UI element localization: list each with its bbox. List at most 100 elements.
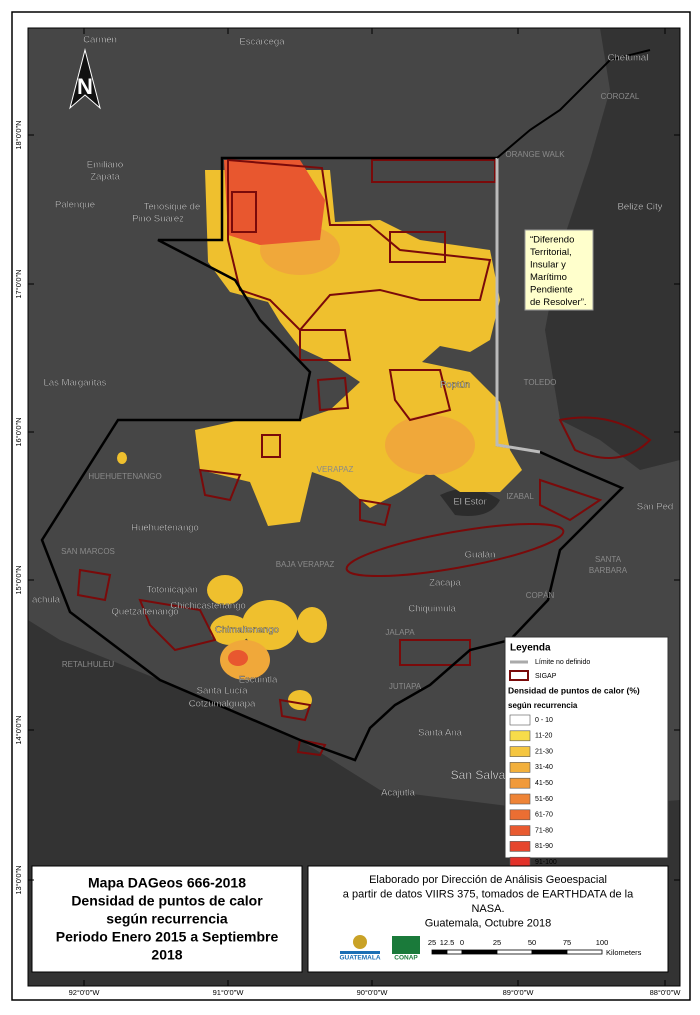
scale-label: 0 — [460, 938, 464, 947]
place-label: Pino Suarez — [132, 214, 184, 225]
longitude-label: 89°0'0"W — [503, 988, 535, 997]
logo-guatemala — [340, 935, 380, 954]
credits-text: a partir de datos VIIRS 375, tomados de … — [343, 888, 634, 900]
place-label: BARBARA — [589, 566, 628, 575]
heat-red — [224, 160, 325, 245]
undefined-boundary — [495, 158, 541, 454]
scale-label: 25 — [428, 938, 436, 947]
place-label: Escárcega — [240, 37, 286, 48]
legend-class-label: 11-20 — [535, 733, 552, 740]
legend-class-swatch — [509, 746, 531, 757]
legend-class-label: 41-50 — [535, 780, 553, 787]
mexico-belize-border — [496, 49, 651, 159]
scale-segment — [446, 949, 463, 955]
legend-class-label: 0 - 10 — [535, 717, 553, 724]
longitude-label: 90°0'0"W — [357, 988, 389, 997]
heat-orange — [385, 415, 475, 475]
guatemala-border — [40, 156, 625, 762]
place-label: Belize City — [618, 202, 663, 213]
caribbean-sea — [545, 28, 680, 470]
annotation-text: de Resolver”. — [530, 297, 587, 308]
place-label: San Ped — [637, 502, 673, 513]
place-label: Huehuetenango — [131, 523, 199, 534]
place-label: Escuintla — [239, 675, 278, 686]
legend-class-label: 71-80 — [535, 827, 553, 834]
legend-density-subtitle: según recurrencia — [508, 701, 578, 710]
place-label: Chetumal — [608, 53, 649, 64]
place-label: Acajutla — [381, 788, 416, 799]
place-label: Quetzaltenango — [111, 607, 178, 618]
map-title: 2018 — [151, 947, 182, 963]
heat-red — [228, 650, 248, 666]
map-title: Mapa DAGeos 666-2018 — [88, 875, 246, 891]
annotation-box — [524, 229, 594, 311]
map-title: Densidad de puntos de calor — [71, 893, 263, 909]
annotation-text: “Diferendo — [530, 235, 574, 246]
place-label: COROZAL — [601, 92, 640, 101]
place-label: IZABAL — [506, 492, 534, 501]
legend-class-swatch — [509, 714, 531, 726]
legend-title: Leyenda — [510, 643, 551, 654]
place-label: Chichicastenango — [170, 601, 246, 612]
place-label: TOLEDO — [524, 378, 557, 387]
heat-yellow — [242, 600, 298, 650]
place-label: Emiliano — [87, 160, 123, 171]
scale-segment — [461, 949, 498, 955]
longitude-label: 91°0'0"W — [213, 988, 245, 997]
place-label: Zacapa — [429, 578, 461, 589]
scale-label: 12.5 — [440, 938, 455, 947]
place-label: BAJA VERAPAZ — [276, 560, 335, 569]
legend-boundary-label: Límite no definido — [535, 659, 590, 666]
longitude-label: 92°0'0"W — [69, 988, 101, 997]
place-label: Poptún — [440, 380, 470, 391]
heat-yellow — [297, 607, 327, 643]
legend-class-label: 61-70 — [535, 812, 553, 819]
credits-text: Elaborado por Dirección de Análisis Geoe… — [369, 874, 607, 886]
scale-label: 75 — [563, 938, 571, 947]
place-label: El Estor — [453, 497, 486, 508]
place-label: ORANGE WALK — [505, 150, 565, 159]
legend-class-label: 81-90 — [535, 843, 553, 850]
place-label: Santa Lucía — [197, 686, 248, 697]
latitude-label: 18°0'0"N — [14, 120, 23, 149]
place-label: Chiquimula — [408, 604, 456, 615]
place-label: SAN MARCOS — [61, 547, 115, 556]
place-label: JUTIAPA — [389, 682, 422, 691]
place-label: Chimaltenango — [215, 625, 279, 636]
scale-label: 50 — [528, 938, 536, 947]
place-label: JALAPA — [385, 628, 415, 637]
annotation-text: Insular y — [530, 260, 566, 271]
legend-class-swatch — [509, 762, 531, 773]
latitude-label: 13°0'0"N — [14, 865, 23, 894]
credits-text: Guatemala, Octubre 2018 — [425, 917, 552, 929]
legend-class-swatch — [509, 809, 531, 821]
place-label: RETALHULEU — [62, 660, 115, 669]
legend-class-swatch — [509, 825, 531, 836]
credits-text: NASA. — [471, 903, 504, 915]
heat-yellow — [207, 575, 243, 605]
place-label: Carmen — [83, 35, 117, 46]
logo-label: GUATEMALA — [339, 955, 380, 962]
place-label: VERAPAZ — [317, 465, 354, 474]
legend-class-label: 31-40 — [535, 764, 553, 771]
place-label: COPÁN — [526, 591, 555, 600]
annotation-text: Territorial, — [530, 247, 572, 258]
legend-class-swatch — [509, 841, 531, 852]
logo-label: CONAP — [394, 955, 418, 962]
place-label: Tenosique de — [144, 202, 201, 213]
annotation-text: Marítimo — [530, 272, 567, 283]
legend-sigap-label: SIGAP — [535, 673, 557, 680]
legend-class-swatch — [509, 777, 531, 789]
place-label: achula — [32, 595, 61, 606]
place-label: HUEHUETENANGO — [88, 472, 161, 481]
place-label: Gualán — [465, 550, 496, 561]
legend-class-label: 21-30 — [535, 748, 553, 755]
legend-density-title: Densidad de puntos de calor (%) — [508, 685, 640, 695]
scale-unit: Kilometers — [606, 948, 642, 957]
place-label: Zapata — [90, 172, 120, 183]
place-label: Totonicapán — [146, 585, 197, 596]
place-label: Las Margaritas — [44, 378, 107, 389]
legend-class-swatch — [509, 793, 531, 805]
latitude-label: 14°0'0"N — [14, 715, 23, 744]
